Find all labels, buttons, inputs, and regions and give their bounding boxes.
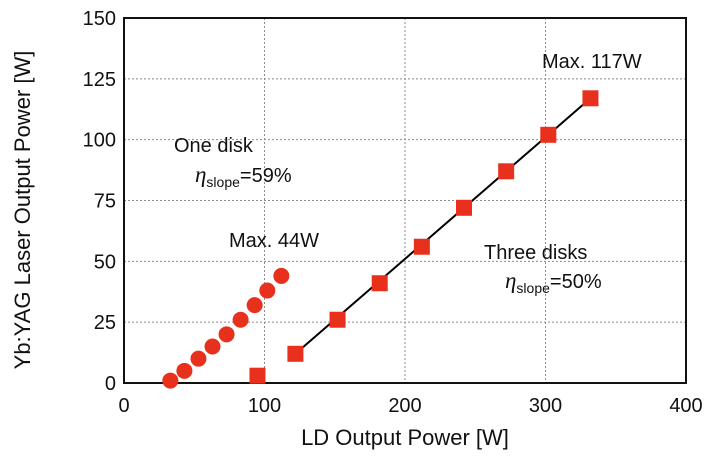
- data-point-square: [249, 367, 266, 384]
- plot-frame: [123, 17, 687, 384]
- data-point-square: [456, 199, 473, 216]
- data-point-square: [540, 126, 557, 143]
- x-tick-label: 400: [669, 395, 702, 417]
- data-point-circle: [162, 372, 179, 389]
- data-point-square: [287, 345, 304, 362]
- grid: [124, 18, 686, 383]
- y-axis-title: Yb:YAG Laser Output Power [W]: [10, 51, 35, 370]
- data-point-circle: [273, 267, 290, 284]
- eta-subscript: slope: [516, 280, 550, 296]
- eta-subscript: slope: [206, 174, 240, 190]
- y-tick-label: 125: [83, 69, 116, 91]
- y-tick-label: 150: [83, 8, 116, 30]
- data-point-square: [413, 238, 430, 255]
- x-tick-label: 0: [118, 395, 129, 417]
- annotation-three-disks-max: Max. 117W: [542, 51, 642, 73]
- data-point-square: [371, 275, 388, 292]
- y-tick-label: 75: [94, 191, 116, 213]
- annotation-one-disk-efficiency: ηslope=59%: [195, 162, 292, 190]
- data-point-circle: [232, 311, 249, 328]
- eta-symbol: η: [505, 268, 516, 293]
- data-point-circle: [204, 338, 221, 355]
- data-point-square: [498, 163, 515, 180]
- ticks: 0 100 200 300 400 0 25 50 75 100 125 150: [83, 8, 703, 417]
- data-point-square: [329, 311, 346, 328]
- data-point-circle: [218, 326, 235, 343]
- eta-value: =59%: [240, 165, 292, 187]
- eta-symbol: η: [195, 162, 206, 187]
- eta-value: =50%: [550, 271, 602, 293]
- data-point-circle: [246, 297, 263, 314]
- y-tick-label: 25: [94, 312, 116, 334]
- y-tick-label: 0: [105, 373, 116, 395]
- data-point-circle: [190, 350, 207, 367]
- annotation-one-disk-max: Max. 44W: [229, 230, 319, 252]
- annotation-one-disk-label: One disk: [174, 135, 254, 157]
- y-tick-label: 100: [83, 130, 116, 152]
- x-axis-title: LD Output Power [W]: [301, 425, 509, 450]
- x-tick-label: 100: [248, 395, 281, 417]
- y-tick-label: 50: [94, 251, 116, 273]
- data-point-circle: [259, 282, 276, 299]
- x-tick-label: 200: [388, 395, 421, 417]
- data-point-square: [582, 90, 599, 107]
- annotation-three-disks-efficiency: ηslope=50%: [505, 268, 602, 296]
- data-points: [162, 90, 599, 389]
- data-point-circle: [176, 362, 193, 379]
- annotation-three-disks-label: Three disks: [484, 242, 587, 264]
- x-tick-label: 300: [529, 395, 562, 417]
